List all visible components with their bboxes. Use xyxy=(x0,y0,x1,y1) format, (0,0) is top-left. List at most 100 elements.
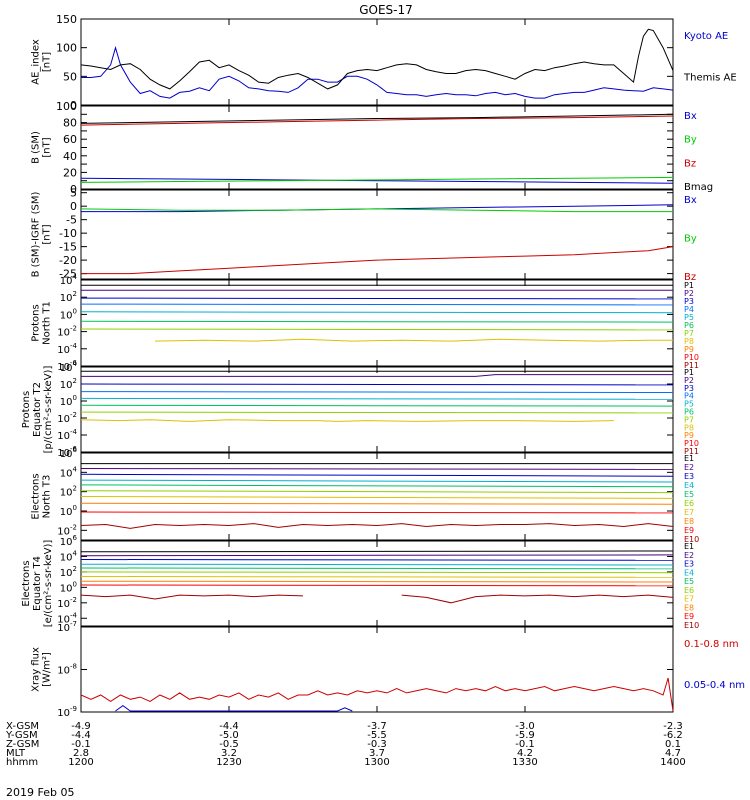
series-line-P5 xyxy=(80,397,674,400)
y-axis-label: [nT] xyxy=(42,52,53,72)
series-line-E3 xyxy=(80,559,674,561)
legend-E6: E6 xyxy=(684,586,694,595)
legend-E9: E9 xyxy=(684,612,694,621)
footer-value: -5.5 xyxy=(367,730,387,741)
y-axis-label: North T3 xyxy=(42,475,53,519)
series-line-E5 xyxy=(80,484,674,488)
legend-P8: P8 xyxy=(684,337,694,346)
footer-row-label: MLT xyxy=(6,748,26,759)
y-tick-label: -25 xyxy=(59,268,77,281)
series-line-P6 xyxy=(80,320,674,323)
footer-value: 1230 xyxy=(216,757,241,768)
footer-value: 2.8 xyxy=(73,748,89,759)
legend-P1: P1 xyxy=(684,281,694,290)
legend-P6: P6 xyxy=(684,321,694,330)
y-tick-label: 102 xyxy=(60,377,77,391)
y-axis-label: B (SM) xyxy=(31,131,42,164)
footer-value: -4.9 xyxy=(71,721,91,732)
date-label: 2019 Feb 05 xyxy=(6,786,74,799)
series-line-By xyxy=(80,208,673,213)
legend-Themis AE: Themis AE xyxy=(683,72,737,83)
legend-Bz: Bz xyxy=(684,158,696,169)
plot-title: GOES-17 xyxy=(359,3,413,17)
footer-value: 1300 xyxy=(364,757,389,768)
legend-E4: E4 xyxy=(684,568,694,577)
y-tick-label: 100 xyxy=(60,307,77,321)
footer-row-label: Z-GSM xyxy=(6,739,39,750)
legend-E7: E7 xyxy=(684,508,694,517)
footer-row-label: hhmm xyxy=(6,757,38,768)
legend-E1: E1 xyxy=(684,542,694,551)
footer-value: -0.1 xyxy=(71,739,91,750)
legend-0.05-0.4 nm: 0.05-0.4 nm xyxy=(684,680,745,691)
y-axis-label: Equator T4 xyxy=(32,556,43,611)
legend-Bz: Bz xyxy=(684,272,696,283)
series-line-P4 xyxy=(80,303,674,306)
panel-frame xyxy=(80,540,674,627)
y-tick-label: 100 xyxy=(56,42,77,55)
legend-E7: E7 xyxy=(684,595,694,604)
panel-7: 10-9 10-8 10-7 Xray flux [W/m²] 0.1-0.8 nm 0.0… xyxy=(31,620,746,719)
series-line-E1 xyxy=(80,550,674,553)
legend-P9: P9 xyxy=(684,431,694,440)
legend-P3: P3 xyxy=(684,297,694,306)
series-line-P8 xyxy=(80,419,614,422)
series-line-Bmag xyxy=(80,113,674,124)
y-axis-label: AE_index xyxy=(31,39,42,85)
y-tick-label: -15 xyxy=(59,241,77,254)
y-tick-label: 0 xyxy=(70,99,77,112)
series-line-E2 xyxy=(80,468,674,470)
series-line-E9 xyxy=(80,511,674,514)
y-axis-label: Equator T2 xyxy=(32,382,43,437)
series-line-Bx xyxy=(80,177,674,184)
footer-value: 1200 xyxy=(68,757,93,768)
series-line-P5 xyxy=(80,311,674,314)
series-line-P8 xyxy=(154,338,673,342)
series-line-P4 xyxy=(80,391,674,393)
series-line-By xyxy=(80,176,674,183)
series-line-P2 xyxy=(81,374,673,377)
series-line-E7 xyxy=(80,496,674,499)
y-tick-label: 100 xyxy=(56,100,77,113)
legend-P5: P5 xyxy=(684,313,694,322)
series-line-E6 xyxy=(80,490,674,494)
series-line-P7 xyxy=(80,328,674,331)
y-axis-label: Protons xyxy=(21,391,32,428)
legend-E10: E10 xyxy=(684,535,699,544)
series-line-E4 xyxy=(80,479,674,483)
y-axis-label: Electrons xyxy=(31,473,42,519)
legend-E5: E5 xyxy=(684,490,694,499)
legend-P2: P2 xyxy=(684,376,694,385)
footer-value: -3.7 xyxy=(367,721,387,732)
legend-E3: E3 xyxy=(684,560,694,569)
legend-E8: E8 xyxy=(684,517,694,526)
panel-2: -25-20-15-10-505 B (SM)-IGRF (SM) [nT] Bx By… xyxy=(31,187,697,283)
panel-frame xyxy=(80,279,674,367)
footer-value: 1400 xyxy=(660,757,685,768)
series-line-E4 xyxy=(80,563,674,566)
footer-value: -0.5 xyxy=(219,739,239,750)
y-axis-label: [nT] xyxy=(42,224,53,244)
series-line-E9 xyxy=(80,584,674,587)
footer-row-label: X-GSM xyxy=(6,721,39,732)
y-tick-label: 100 xyxy=(60,394,77,408)
footer-value: -5.0 xyxy=(219,730,239,741)
y-tick-label: -10 xyxy=(59,227,77,240)
panel-frame xyxy=(80,366,674,453)
series-line-0.05-0.4 nm xyxy=(115,704,353,712)
legend-E4: E4 xyxy=(684,481,694,490)
y-tick-label: 102 xyxy=(60,290,77,304)
y-tick-label: 10-8 xyxy=(57,663,77,677)
y-tick-label: 60 xyxy=(63,133,77,146)
y-tick-label: 150 xyxy=(56,13,77,26)
y-tick-label: 5 xyxy=(70,187,77,200)
legend-E2: E2 xyxy=(684,551,694,560)
legend-P10: P10 xyxy=(684,439,699,448)
legend-Bx: Bx xyxy=(684,111,697,122)
y-tick-label: 50 xyxy=(63,70,77,83)
y-tick-label: 104 xyxy=(60,273,78,287)
footer-value: 4.7 xyxy=(665,748,681,759)
y-tick-label: 104 xyxy=(60,549,78,563)
